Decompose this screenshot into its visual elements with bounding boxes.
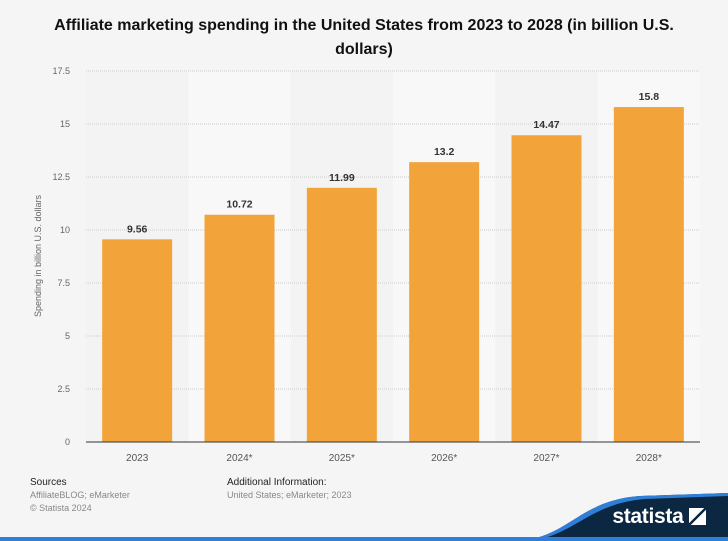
additional-info-text: United States; eMarketer; 2023	[227, 490, 352, 500]
y-tick-label: 17.5	[52, 66, 70, 76]
statista-logo-icon	[689, 508, 706, 525]
x-tick-label: 2026*	[431, 453, 457, 464]
bar	[613, 107, 684, 442]
bar	[204, 214, 275, 442]
bar	[511, 135, 582, 442]
y-tick-label: 7.5	[57, 278, 70, 288]
data-label: 9.56	[127, 223, 148, 235]
additional-info-heading: Additional Information:	[227, 477, 327, 488]
y-tick-label: 5	[65, 331, 70, 341]
data-label: 14.47	[533, 119, 559, 131]
data-label: 11.99	[329, 172, 355, 184]
y-axis-label: Spending in billion U.S. dollars	[33, 194, 43, 317]
bar	[102, 239, 173, 442]
statista-logo[interactable]: statista	[612, 505, 706, 529]
y-tick-label: 12.5	[52, 172, 70, 182]
copyright: © Statista 2024	[30, 503, 92, 513]
x-tick-label: 2025*	[329, 453, 355, 464]
sources-block: Sources AffiliateBLOG; eMarketer © Stati…	[30, 476, 130, 515]
y-tick-label: 10	[60, 225, 70, 235]
x-tick-label: 2024*	[226, 453, 252, 464]
x-tick-label: 2027*	[533, 453, 559, 464]
additional-info-block: Additional Information: United States; e…	[227, 476, 352, 502]
logo-text: statista	[612, 505, 684, 528]
data-label: 15.8	[639, 91, 660, 103]
sources-heading: Sources	[30, 477, 67, 488]
x-tick-label: 2023	[126, 453, 149, 464]
y-tick-label: 0	[65, 437, 70, 447]
y-tick-label: 2.5	[57, 384, 70, 394]
sources-text[interactable]: AffiliateBLOG; eMarketer	[30, 490, 130, 500]
data-label: 13.2	[434, 146, 455, 158]
bar	[409, 162, 480, 442]
data-label: 10.72	[226, 199, 252, 211]
bar	[306, 187, 377, 442]
chart-title: Affiliate marketing spending in the Unit…	[54, 17, 674, 58]
y-tick-label: 15	[60, 119, 70, 129]
x-tick-label: 2028*	[636, 453, 662, 464]
